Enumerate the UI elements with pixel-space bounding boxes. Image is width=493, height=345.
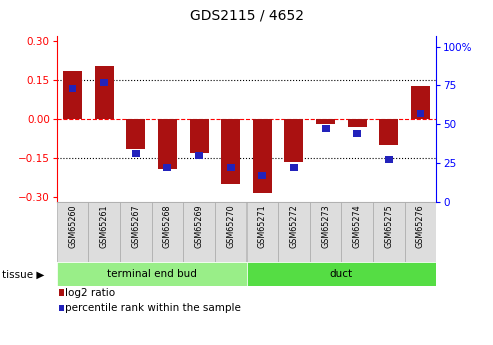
Bar [158,119,177,169]
Text: percentile rank within the sample: percentile rank within the sample [66,303,241,313]
FancyBboxPatch shape [342,202,373,262]
Bar [385,156,393,164]
Bar [290,164,298,171]
Bar [132,150,140,157]
Text: duct: duct [330,269,353,279]
Text: tissue ▶: tissue ▶ [2,269,45,279]
FancyBboxPatch shape [57,262,246,286]
Bar [164,164,172,171]
Text: GSM65273: GSM65273 [321,204,330,248]
Bar [411,86,430,119]
FancyBboxPatch shape [246,202,278,262]
FancyBboxPatch shape [120,202,151,262]
FancyBboxPatch shape [310,202,341,262]
Bar [69,85,76,92]
Bar [417,110,424,117]
Bar [221,119,240,184]
FancyBboxPatch shape [152,202,183,262]
FancyBboxPatch shape [246,262,436,286]
FancyBboxPatch shape [57,202,88,262]
Text: GDS2115 / 4652: GDS2115 / 4652 [189,9,304,23]
FancyBboxPatch shape [88,202,120,262]
Text: GSM65260: GSM65260 [68,204,77,248]
Bar [126,119,145,149]
Text: GSM65268: GSM65268 [163,204,172,248]
Bar [63,71,82,119]
Bar [189,119,209,152]
FancyBboxPatch shape [215,202,246,262]
Bar [100,79,108,86]
Bar [353,130,361,137]
FancyBboxPatch shape [278,202,310,262]
Bar [321,125,329,132]
Text: GSM65271: GSM65271 [258,204,267,248]
Bar [258,172,266,179]
Text: GSM65274: GSM65274 [352,204,362,248]
FancyBboxPatch shape [183,202,215,262]
Bar [195,152,203,159]
Bar [95,66,113,119]
FancyBboxPatch shape [405,202,436,262]
Text: log2 ratio: log2 ratio [66,288,115,297]
Text: GSM65267: GSM65267 [131,204,141,248]
Bar [348,119,367,127]
Text: GSM65272: GSM65272 [289,204,298,248]
Text: GSM65275: GSM65275 [385,204,393,248]
Bar [227,164,235,171]
Text: GSM65276: GSM65276 [416,204,425,248]
Bar [316,119,335,124]
Text: terminal end bud: terminal end bud [106,269,197,279]
Text: GSM65261: GSM65261 [100,204,108,248]
FancyBboxPatch shape [373,202,405,262]
Bar [380,119,398,145]
Text: GSM65270: GSM65270 [226,204,235,248]
Bar [253,119,272,193]
Bar [284,119,304,162]
Text: GSM65269: GSM65269 [195,204,204,248]
